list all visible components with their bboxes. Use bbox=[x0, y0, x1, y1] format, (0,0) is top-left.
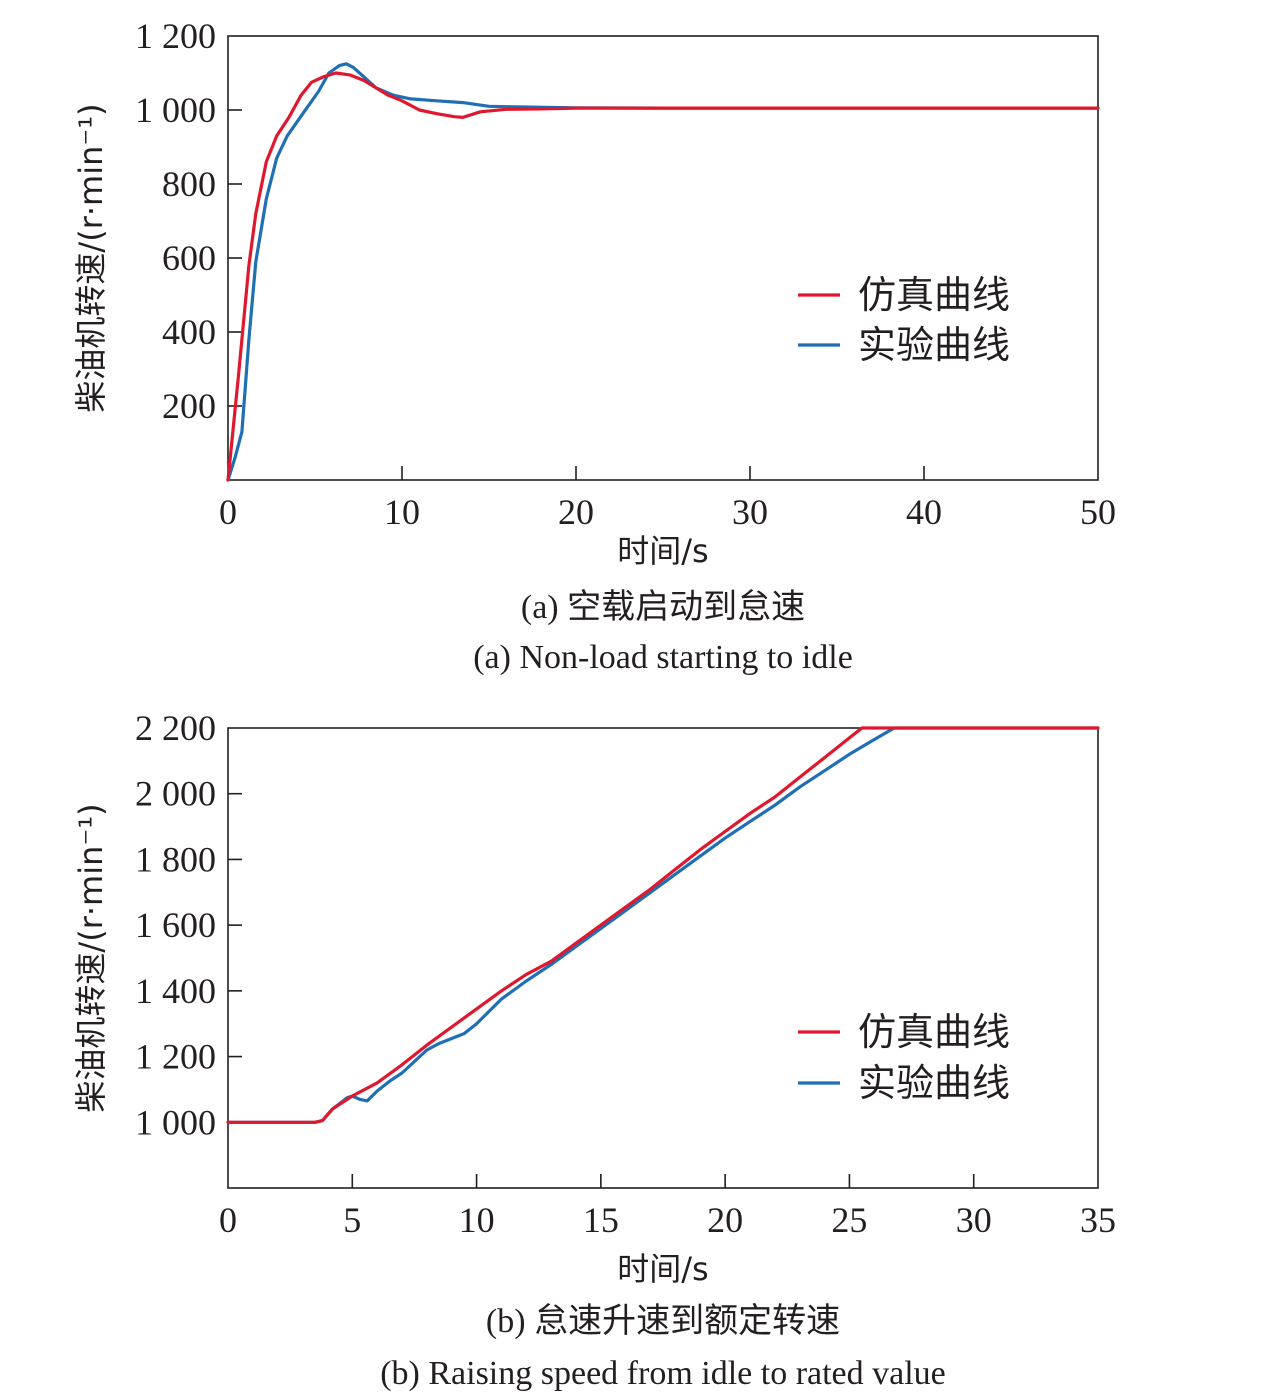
y-tick-label: 200 bbox=[162, 386, 216, 426]
y-tick-label: 2 200 bbox=[135, 708, 216, 748]
series-group-b bbox=[226, 726, 1100, 1124]
plot-frame-b bbox=[227, 727, 1099, 1189]
x-tick-label: 25 bbox=[831, 1200, 867, 1240]
y-tick-label: 600 bbox=[162, 238, 216, 278]
legend-b: 仿真曲线 实验曲线 bbox=[798, 1010, 1010, 1105]
plot-frame-a bbox=[227, 35, 1099, 481]
legend-label-exp-b: 实验曲线 bbox=[858, 1061, 1010, 1105]
y-ticks-b: 1 000 1 200 1 400 1 600 1 800 2 000 2 200 bbox=[135, 708, 242, 1142]
y-tick-label: 400 bbox=[162, 312, 216, 352]
x-tick-label: 30 bbox=[956, 1200, 992, 1240]
y-tick-label: 800 bbox=[162, 164, 216, 204]
x-ticks-a: 0 10 20 30 40 50 bbox=[219, 466, 1116, 532]
series-group-a bbox=[226, 62, 1100, 482]
y-ticks-a: 200 400 600 800 1 000 1 200 bbox=[135, 16, 242, 426]
x-tick-label: 15 bbox=[583, 1200, 619, 1240]
x-tick-label: 40 bbox=[906, 492, 942, 532]
series-line-exp bbox=[226, 726, 1100, 1124]
x-axis-label-b: 时间/s bbox=[617, 1250, 708, 1288]
x-tick-label: 35 bbox=[1080, 1200, 1116, 1240]
caption-cn-a: (a) 空载启动到怠速 bbox=[521, 588, 805, 626]
y-tick-label: 1 400 bbox=[135, 971, 216, 1011]
y-tick-label: 1 200 bbox=[135, 16, 216, 56]
chart-panel-b: 0 5 10 15 20 25 30 35 1 000 1 200 1 400 1 600 1 800… bbox=[72, 708, 1116, 1392]
x-tick-label: 0 bbox=[219, 492, 237, 532]
x-tick-label: 20 bbox=[558, 492, 594, 532]
x-tick-label: 10 bbox=[459, 1200, 495, 1240]
x-ticks-b: 0 5 10 15 20 25 30 35 bbox=[219, 1174, 1116, 1240]
series-line-exp bbox=[226, 62, 1100, 482]
x-tick-label: 0 bbox=[219, 1200, 237, 1240]
caption-en-a: (a) Non-load starting to idle bbox=[473, 639, 853, 676]
caption-cn-b: (b) 怠速升速到额定转速 bbox=[486, 1302, 840, 1340]
y-tick-label: 1 600 bbox=[135, 905, 216, 945]
x-axis-label-a: 时间/s bbox=[617, 532, 708, 570]
y-tick-label: 1 800 bbox=[135, 839, 216, 879]
legend-label-sim-b: 仿真曲线 bbox=[858, 1010, 1010, 1054]
legend-a: 仿真曲线 实验曲线 bbox=[798, 273, 1010, 367]
x-tick-label: 10 bbox=[384, 492, 420, 532]
y-axis-label-a: 柴油机转速/(r·min⁻¹) bbox=[72, 103, 110, 412]
y-tick-label: 2 000 bbox=[135, 774, 216, 814]
y-tick-label: 1 000 bbox=[135, 90, 216, 130]
legend-label-sim-a: 仿真曲线 bbox=[858, 273, 1010, 317]
legend-label-exp-a: 实验曲线 bbox=[858, 323, 1010, 367]
series-line-sim bbox=[226, 71, 1100, 482]
x-tick-label: 20 bbox=[707, 1200, 743, 1240]
x-tick-label: 50 bbox=[1080, 492, 1116, 532]
series-line-sim bbox=[226, 726, 1100, 1124]
y-axis-label-b: 柴油机转速/(r·min⁻¹) bbox=[72, 803, 110, 1112]
y-tick-label: 1 000 bbox=[135, 1102, 216, 1142]
x-tick-label: 5 bbox=[343, 1200, 361, 1240]
y-tick-label: 1 200 bbox=[135, 1037, 216, 1077]
caption-en-b: (b) Raising speed from idle to rated val… bbox=[380, 1355, 946, 1392]
x-tick-label: 30 bbox=[732, 492, 768, 532]
